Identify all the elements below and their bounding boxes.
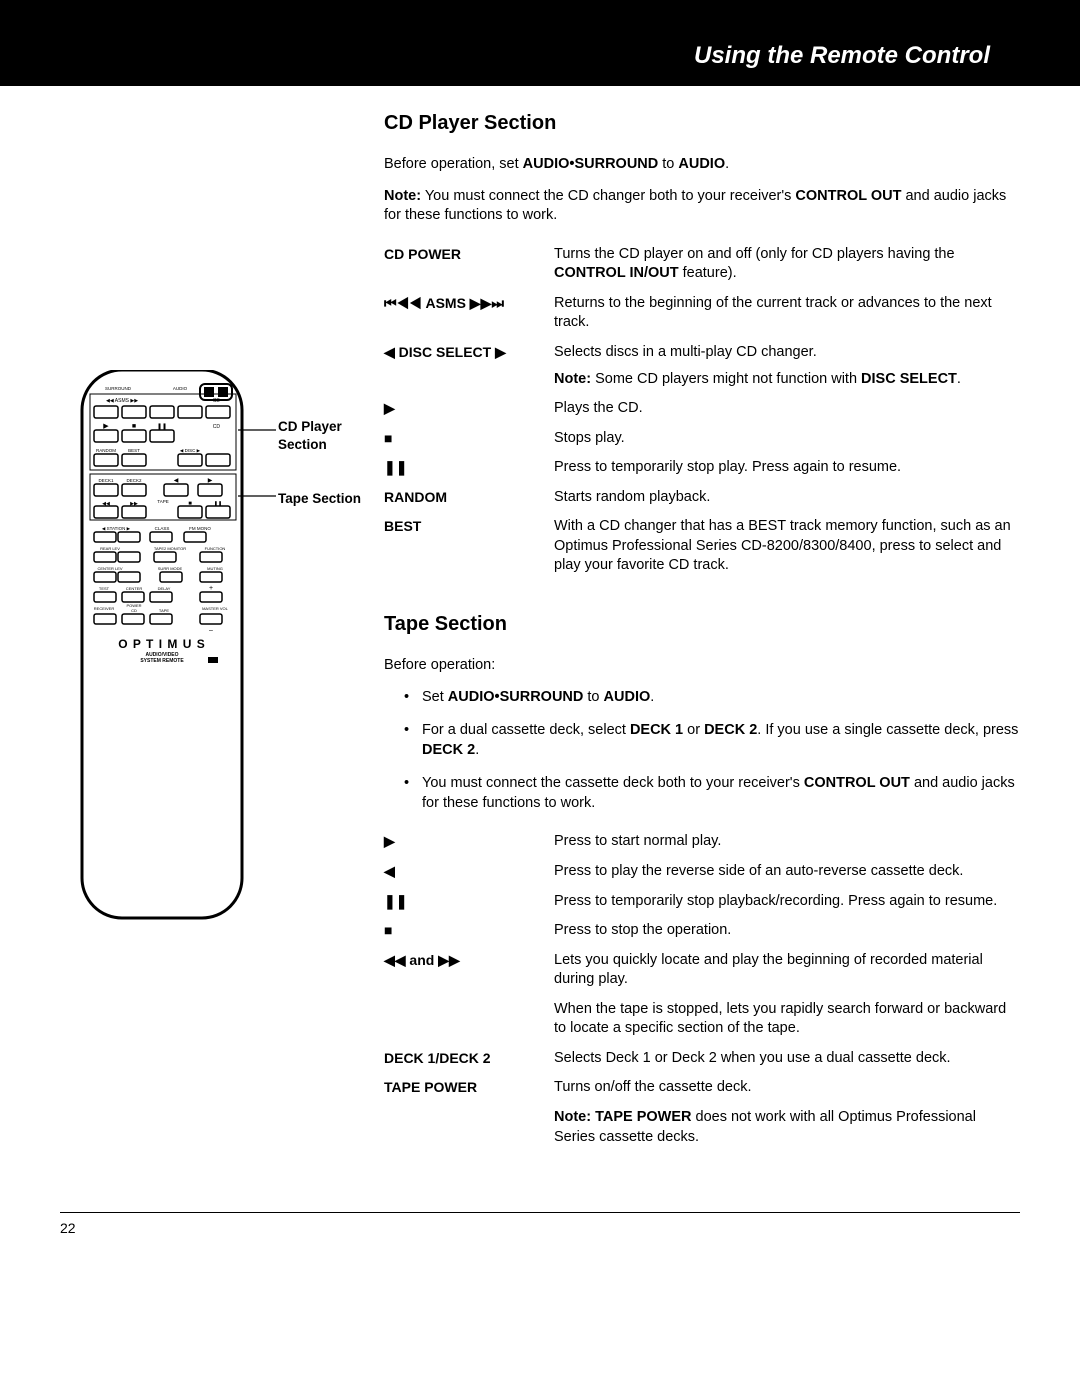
svg-text:RECEIVER: RECEIVER bbox=[94, 606, 115, 611]
row-tape-scan: ◀◀ and ▶▶ Lets you quickly locate and pl… bbox=[384, 946, 1020, 995]
svg-text:FUNCTION: FUNCTION bbox=[205, 546, 226, 551]
callout-cd-player: CD Player Section bbox=[278, 418, 358, 454]
svg-text:■: ■ bbox=[132, 423, 136, 430]
svg-text:SYSTEM REMOTE: SYSTEM REMOTE bbox=[140, 658, 184, 664]
row-cd-power: CD POWER Turns the CD player on and off … bbox=[384, 240, 1020, 289]
row-tape-play: ▶Press to start normal play. bbox=[384, 827, 1020, 857]
svg-text:TAPE2 MONITOR: TAPE2 MONITOR bbox=[154, 546, 186, 551]
svg-text:REAR LEV: REAR LEV bbox=[100, 546, 120, 551]
tape-functions-table: ▶Press to start normal play. ◀Press to p… bbox=[384, 827, 1020, 1152]
svg-text:BEST: BEST bbox=[128, 448, 140, 453]
row-tape-rev: ◀Press to play the reverse side of an au… bbox=[384, 857, 1020, 887]
tape-bullet-3: You must connect the cassette deck both … bbox=[404, 774, 1020, 813]
svg-text:DECK2: DECK2 bbox=[126, 478, 142, 483]
svg-text:CENTER: CENTER bbox=[126, 586, 143, 591]
document-page: Using the Remote Control SURROUND AUDIO … bbox=[0, 0, 1080, 1238]
svg-text:CD: CD bbox=[213, 398, 221, 404]
row-asms: ⏮◀◀ ASMS ▶▶⏭ Returns to the beginning of… bbox=[384, 289, 1020, 338]
row-best: BESTWith a CD changer that has a BEST tr… bbox=[384, 512, 1020, 581]
row-disc-select: ◀ DISC SELECT ▶ Selects discs in a multi… bbox=[384, 338, 1020, 368]
row-tape-power-note: Note: TAPE POWER does not work with all … bbox=[384, 1103, 1020, 1152]
page-number: 22 bbox=[60, 1220, 76, 1236]
row-tape-scan-2: When the tape is stopped, lets you rapid… bbox=[384, 995, 1020, 1044]
svg-text:◀ DISC ▶: ◀ DISC ▶ bbox=[180, 448, 201, 453]
row-tape-power: TAPE POWERTurns on/off the cassette deck… bbox=[384, 1073, 1020, 1103]
svg-text:SURROUND: SURROUND bbox=[105, 386, 132, 391]
svg-text:DECK1: DECK1 bbox=[98, 478, 114, 483]
remote-illustration-column: SURROUND AUDIO ◀◀ ASMS ▶▶ CD ▶ ■ ❚❚ bbox=[60, 110, 360, 1152]
cd-note: Note: You must connect the CD changer bo… bbox=[384, 187, 1020, 226]
svg-text:CENTER LEV: CENTER LEV bbox=[97, 566, 122, 571]
right-column: CD Player Section Before operation, set … bbox=[360, 110, 1020, 1152]
svg-text:TAPE: TAPE bbox=[159, 608, 169, 613]
svg-text:SURR MODE: SURR MODE bbox=[158, 566, 183, 571]
svg-text:+: + bbox=[209, 585, 213, 592]
cd-functions-table: CD POWER Turns the CD player on and off … bbox=[384, 240, 1020, 581]
tape-section-heading: Tape Section bbox=[384, 611, 1020, 638]
row-pause: ❚❚Press to temporarily stop play. Press … bbox=[384, 453, 1020, 483]
svg-text:MASTER VOL: MASTER VOL bbox=[202, 606, 229, 611]
svg-text:RANDOM: RANDOM bbox=[96, 448, 116, 453]
svg-text:CD: CD bbox=[131, 608, 137, 613]
svg-text:▶: ▶ bbox=[208, 478, 213, 484]
svg-text:–: – bbox=[209, 627, 213, 634]
cd-intro: Before operation, set AUDIO•SURROUND to … bbox=[384, 155, 1020, 175]
content-wrap: SURROUND AUDIO ◀◀ ASMS ▶▶ CD ▶ ■ ❚❚ bbox=[0, 86, 1080, 1152]
svg-text:CLASS: CLASS bbox=[155, 526, 170, 531]
row-disc-select-note: Note: Some CD players might not function… bbox=[384, 368, 1020, 395]
svg-text:AUDIO: AUDIO bbox=[173, 386, 188, 391]
svg-text:MUTING: MUTING bbox=[207, 566, 223, 571]
brand-text: O P T I M U S bbox=[118, 637, 205, 651]
callout-tape-section: Tape Section bbox=[278, 490, 368, 508]
tape-bullet-list: Set AUDIO•SURROUND to AUDIO. For a dual … bbox=[396, 688, 1020, 814]
row-play: ▶Plays the CD. bbox=[384, 394, 1020, 424]
row-tape-stop: ■Press to stop the operation. bbox=[384, 916, 1020, 946]
svg-text:FM MONO: FM MONO bbox=[189, 526, 211, 531]
page-header: Using the Remote Control bbox=[0, 0, 1080, 86]
tape-bullet-1: Set AUDIO•SURROUND to AUDIO. bbox=[404, 688, 1020, 708]
svg-text:▶: ▶ bbox=[103, 423, 109, 430]
row-deck: DECK 1/DECK 2Selects Deck 1 or Deck 2 wh… bbox=[384, 1044, 1020, 1074]
svg-text:TEST: TEST bbox=[99, 586, 110, 591]
svg-text:DELAY: DELAY bbox=[158, 586, 171, 591]
svg-text:◀◀ ASMS ▶▶: ◀◀ ASMS ▶▶ bbox=[106, 398, 138, 404]
row-random: RANDOMStarts random playback. bbox=[384, 483, 1020, 513]
svg-text:◀ STATION ▶: ◀ STATION ▶ bbox=[102, 526, 131, 531]
page-footer: 22 bbox=[60, 1212, 1020, 1238]
row-tape-pause: ❚❚Press to temporarily stop playback/rec… bbox=[384, 887, 1020, 917]
svg-text:◀: ◀ bbox=[174, 478, 179, 484]
row-stop: ■Stops play. bbox=[384, 424, 1020, 454]
svg-text:CD: CD bbox=[213, 424, 221, 430]
cd-player-heading: CD Player Section bbox=[384, 110, 1020, 137]
header-title: Using the Remote Control bbox=[694, 40, 990, 72]
tape-intro: Before operation: bbox=[384, 656, 1020, 676]
svg-text:❚❚: ❚❚ bbox=[157, 423, 167, 430]
tape-bullet-2: For a dual cassette deck, select DECK 1 … bbox=[404, 721, 1020, 760]
svg-text:TAPE: TAPE bbox=[157, 499, 168, 504]
